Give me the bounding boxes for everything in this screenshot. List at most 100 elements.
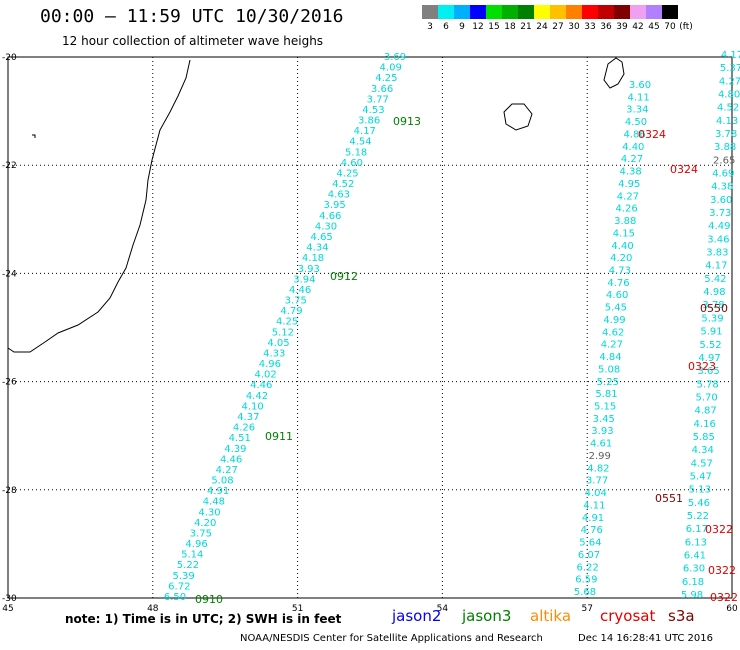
wave-height-value: 3.60: [629, 80, 651, 91]
wave-height-value: 4.96: [259, 359, 281, 370]
scale-label: 9: [459, 22, 465, 32]
wave-height-value: 4.09: [380, 63, 402, 74]
wave-height-value: 4.13: [716, 116, 738, 127]
pass-label: 0324: [638, 128, 666, 141]
wave-height-value: 4.46: [250, 380, 272, 391]
pass-label: 0910: [195, 593, 223, 606]
wave-height-value: 5.08: [211, 476, 233, 487]
wave-height-value: 5.42: [704, 274, 726, 285]
map-title: 00:00 – 11:59 UTC 10/30/2016: [40, 6, 344, 27]
wave-height-value: 4.91: [207, 486, 229, 497]
lat-label: -30: [2, 594, 17, 604]
wave-height-value: 4.86: [624, 129, 646, 140]
wave-height-value: 4.73: [609, 265, 631, 276]
wave-height-value: 3.83: [706, 248, 728, 259]
scale-label: 45: [648, 22, 660, 32]
reunion-island: [503, 103, 533, 131]
legend-jason2: jason2: [392, 607, 442, 625]
wave-height-value: 4.65: [311, 232, 333, 243]
wave-height-value: 4.91: [582, 513, 604, 524]
wave-height-value: 3.78: [715, 129, 737, 140]
scale-label: 33: [584, 22, 596, 32]
wave-height-value: 4.05: [267, 338, 289, 349]
wave-height-value: 4.50: [625, 117, 647, 128]
wave-height-value: 4.61: [590, 439, 612, 450]
note-text: note: 1) Time is in UTC; 2) SWH is in fe…: [65, 612, 342, 626]
wave-height-value: 4.51: [229, 433, 251, 444]
lon-label: 54: [437, 604, 449, 614]
wave-height-value: 3.60: [710, 195, 732, 206]
wave-height-value: 4.17: [721, 50, 740, 61]
wave-height-value: 4.40: [622, 142, 644, 153]
wave-height-value: 4.17: [705, 261, 727, 272]
scale-label: 3: [427, 22, 433, 32]
wave-height-value: 3.45: [593, 414, 615, 425]
wave-height-value: 6.41: [684, 550, 706, 561]
wave-height-value: 6.50: [164, 592, 186, 603]
wave-height-value: 5.47: [690, 471, 712, 482]
wave-height-value: 5.52: [699, 340, 721, 351]
pass-label: 0550: [700, 302, 728, 315]
scale-swatch-10: [582, 5, 598, 19]
wave-height-value: 4.10: [242, 401, 264, 412]
scale-swatch-1: [438, 5, 454, 19]
lon-label: 60: [726, 604, 738, 614]
wave-height-value: 5.91: [700, 327, 722, 338]
scale-label: 24: [536, 22, 548, 32]
scale-swatch-14: [646, 5, 662, 19]
wave-height-value: 3.34: [626, 105, 648, 116]
wave-height-value: 4.57: [691, 458, 713, 469]
wave-height-value: 4.53: [362, 105, 384, 116]
wave-height-value: 4.42: [246, 391, 268, 402]
wave-height-value: 4.69: [712, 169, 734, 180]
scale-swatch-9: [566, 5, 582, 19]
wave-height-value: 3.86: [358, 116, 380, 127]
scale-swatch-7: [534, 5, 550, 19]
wave-height-value: 5.98: [681, 590, 703, 601]
wave-height-value: 2.99: [589, 451, 611, 462]
small-islet: [32, 134, 36, 138]
scale-label: 15: [488, 22, 500, 32]
wave-height-value: 6.22: [577, 562, 599, 573]
lon-label: 48: [147, 604, 159, 614]
pass-label: 0322: [710, 591, 738, 604]
lat-label: -26: [2, 378, 17, 388]
wave-height-value: 4.52: [332, 179, 354, 190]
wave-height-value: 5.85: [693, 432, 715, 443]
wave-height-value: 4.30: [315, 221, 337, 232]
wave-height-value: 4.38: [711, 182, 733, 193]
wave-height-value: 5.14: [181, 550, 203, 561]
timestamp-text: Dec 14 16:28:41 UTC 2016: [578, 633, 713, 644]
wave-height-value: 4.27: [621, 154, 643, 165]
legend-s3a: s3a: [668, 607, 695, 625]
wave-height-value: 5.45: [605, 303, 627, 314]
scale-label: 42: [632, 22, 644, 32]
wave-height-value: 3.75: [285, 296, 307, 307]
wave-height-value: 4.11: [583, 500, 605, 511]
wave-height-value: 4.63: [328, 190, 350, 201]
wave-height-value: 4.66: [319, 211, 341, 222]
wave-height-value: 4.26: [233, 423, 255, 434]
wave-height-value: 6.18: [682, 577, 704, 588]
scale-swatch-15: [662, 5, 678, 19]
wave-height-value: 4.15: [613, 228, 635, 239]
wave-height-value: 4.25: [276, 317, 298, 328]
wave-height-value: 4.84: [599, 352, 621, 363]
wave-height-value: 4.80: [718, 90, 740, 101]
wave-height-value: 5.22: [687, 511, 709, 522]
wave-height-value: 3.77: [586, 476, 608, 487]
wave-height-value: 5.22: [177, 560, 199, 571]
wave-height-value: 3.75: [190, 528, 212, 539]
wave-height-value: 4.27: [617, 191, 639, 202]
wave-height-value: 4.79: [280, 306, 302, 317]
wave-height-value: 6.13: [685, 537, 707, 548]
scale-swatch-6: [518, 5, 534, 19]
map-subtitle: 12 hour collection of altimeter wave hei…: [62, 34, 324, 48]
scale-label: 39: [616, 22, 628, 32]
wave-height-value: 5.39: [701, 313, 723, 324]
coastline: [7, 57, 625, 353]
wave-height-value: 4.87: [695, 406, 717, 417]
scale-swatch-13: [630, 5, 646, 19]
wave-height-value: 4.37: [237, 412, 259, 423]
